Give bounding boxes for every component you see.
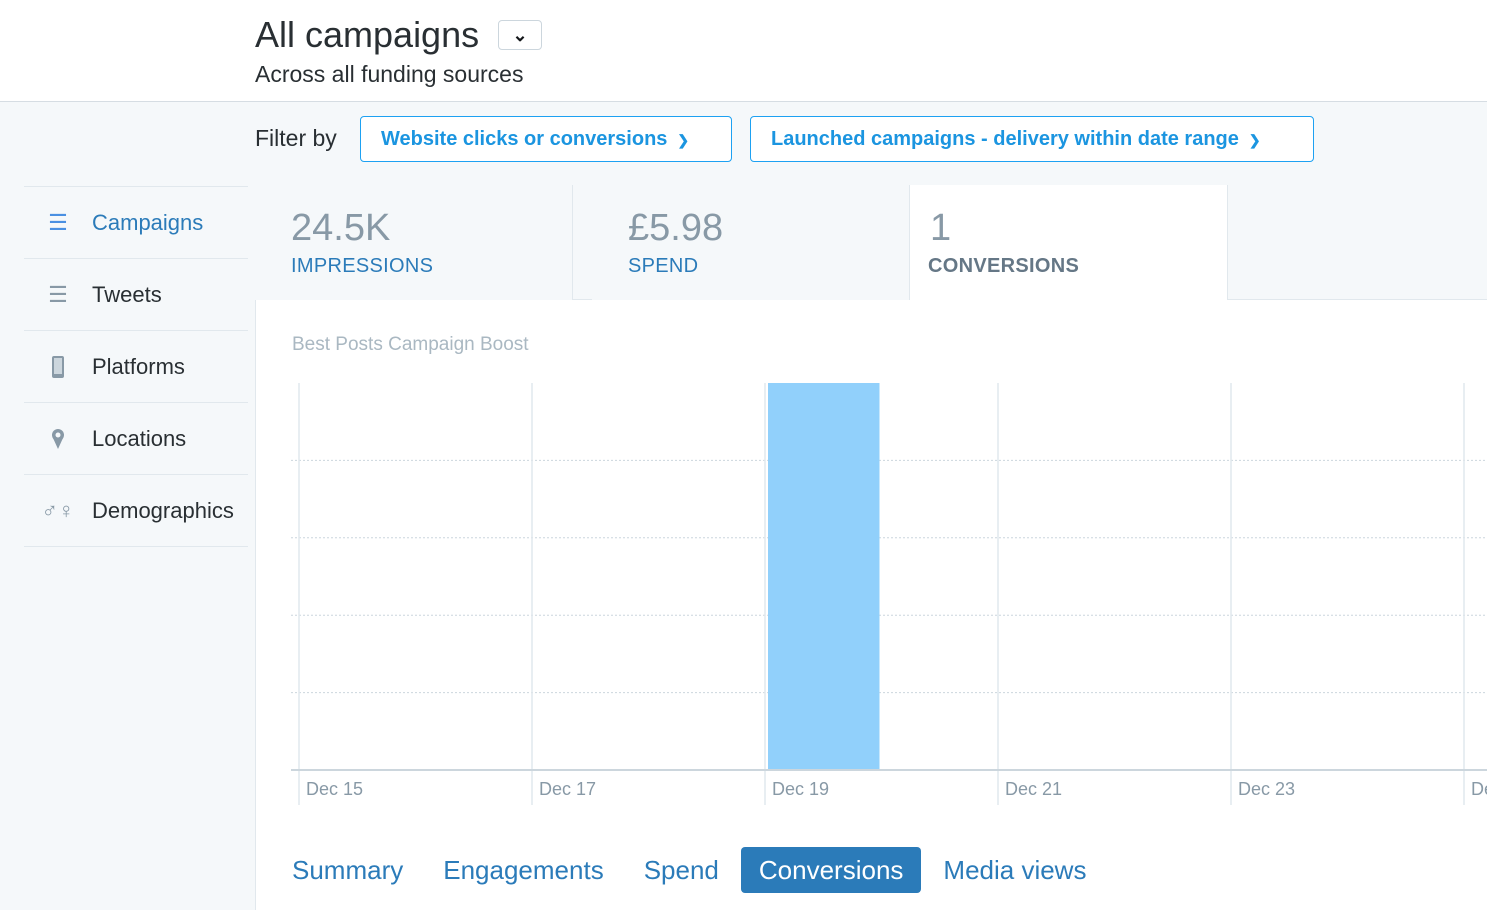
sidebar-item-label: Platforms: [92, 353, 185, 379]
sidebar-item-tweets[interactable]: ☰ Tweets: [24, 259, 248, 331]
sidebar-item-label: Demographics: [92, 497, 234, 523]
page-subtitle: Across all funding sources: [255, 61, 524, 87]
map-pin-icon: [24, 428, 92, 450]
mobile-icon: [24, 355, 92, 379]
metric-value: 24.5K: [291, 207, 391, 249]
sidebar-item-label: Tweets: [92, 281, 162, 307]
x-tick-label: Dec 21: [1005, 779, 1062, 799]
metrics-bar: 24.5K IMPRESSIONS £5.98 SPEND 1 CONVERSIONS: [255, 185, 1487, 300]
chart-panel: Best Posts Campaign Boost Dec 15 Dec 17 De…: [255, 300, 1487, 910]
conversions-chart: Dec 15 Dec 17 Dec 19 Dec 21 Dec 23 De: [291, 383, 1487, 805]
bar: [768, 383, 880, 770]
chart-title: Best Posts Campaign Boost: [292, 334, 529, 355]
campaign-status-filter-label: Launched campaigns - delivery within dat…: [771, 128, 1239, 150]
sidebar-item-label: Campaigns: [92, 209, 204, 235]
chevron-down-icon: ❯: [677, 132, 690, 148]
gender-icon: ♂♀: [41, 497, 75, 523]
tab-media-views[interactable]: Media views: [943, 855, 1087, 885]
metric-impressions[interactable]: 24.5K IMPRESSIONS: [255, 185, 573, 300]
sidebar-item-campaigns[interactable]: ☰ Campaigns: [24, 187, 248, 259]
metric-spend[interactable]: £5.98 SPEND: [592, 185, 910, 300]
list-icon: ☰: [48, 281, 68, 307]
x-tick-label: Dec 19: [772, 779, 829, 799]
metric-value: 1: [930, 207, 952, 249]
metric-label: CONVERSIONS: [928, 255, 1080, 277]
x-tick-label: Dec 15: [306, 779, 363, 799]
tab-conversions[interactable]: Conversions: [740, 847, 922, 893]
metric-conversions[interactable]: 1 CONVERSIONS: [910, 185, 1228, 300]
objective-filter-dropdown[interactable]: Website clicks or conversions ❯: [360, 116, 732, 162]
campaign-status-filter-dropdown[interactable]: Launched campaigns - delivery within dat…: [750, 116, 1314, 162]
tab-spend[interactable]: Spend: [643, 855, 719, 885]
tab-engagements[interactable]: Engagements: [443, 855, 604, 885]
list-icon: ☰: [48, 209, 68, 235]
x-tick-label: De: [1471, 779, 1487, 799]
x-tick-label: Dec 23: [1238, 779, 1295, 799]
sidebar-item-demographics[interactable]: ♂♀ Demographics: [24, 475, 248, 547]
sidebar-item-locations[interactable]: Locations: [24, 403, 248, 475]
metric-label: IMPRESSIONS: [291, 255, 434, 277]
campaign-selector-button[interactable]: ⌄: [498, 20, 542, 50]
filter-label: Filter by: [255, 125, 337, 151]
metric-value: £5.98: [628, 207, 724, 249]
page-header: All campaigns ⌄ Across all funding sourc…: [0, 0, 1487, 102]
metric-label: SPEND: [628, 255, 699, 277]
sidebar-item-label: Locations: [92, 425, 187, 451]
tab-summary[interactable]: Summary: [292, 855, 404, 885]
x-tick-label: Dec 17: [539, 779, 596, 799]
sidebar-item-platforms[interactable]: Platforms: [24, 331, 248, 403]
page-title: All campaigns: [255, 14, 480, 55]
chart-tabs: Summary Engagements Spend Conversions Me…: [292, 847, 1108, 893]
sidebar-nav: ☰ Campaigns ☰ Tweets Platforms Locations ♂…: [24, 186, 248, 547]
chevron-down-icon: ❯: [1248, 132, 1261, 148]
objective-filter-label: Website clicks or conversions: [381, 128, 668, 150]
chevron-down-icon: ⌄: [512, 25, 528, 45]
